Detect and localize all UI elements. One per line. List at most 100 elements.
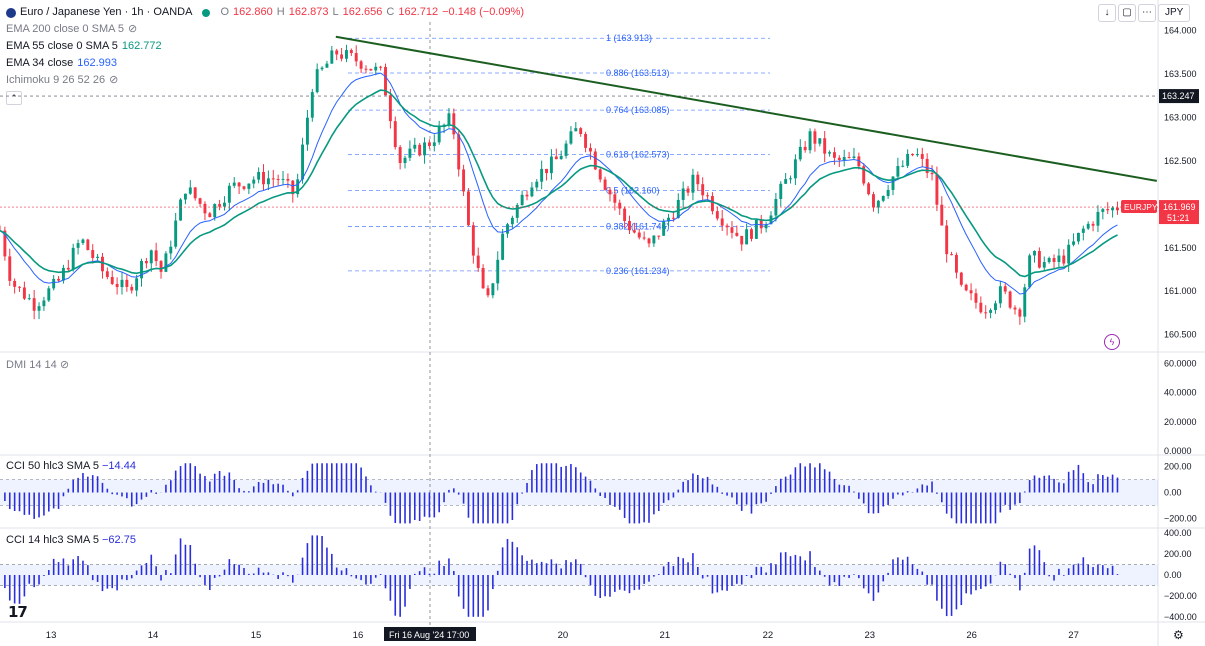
candle-body [1081, 228, 1085, 233]
ema34-row[interactable]: EMA 34 close 162.993 [6, 55, 524, 72]
candle-body [989, 310, 993, 313]
eye-hidden-icon[interactable]: ⊘ [109, 74, 119, 86]
candle-body [671, 217, 675, 219]
eye-hidden-icon[interactable]: ⊘ [128, 23, 138, 35]
candle-body [862, 166, 866, 184]
cci14-axis-tick: −200.00 [1164, 591, 1197, 601]
candle-body [925, 158, 929, 174]
dmi-pane-label[interactable]: DMI 14 14 ⊘ [6, 358, 69, 371]
price-axis-tick: 164.000 [1164, 26, 1197, 36]
cci50-axis-tick: 0.00 [1164, 488, 1182, 498]
candle-body [506, 224, 509, 234]
dmi-axis-tick: 0.0000 [1164, 446, 1192, 456]
candle-body [1033, 251, 1036, 256]
candle-body [462, 169, 466, 192]
candle-body [803, 146, 807, 151]
candle-body [1003, 286, 1007, 292]
candle-body [759, 219, 763, 229]
cci14-band [0, 564, 1158, 586]
candle-body [481, 267, 485, 289]
candle-body [296, 179, 300, 195]
candle-body [432, 142, 436, 146]
candle-body [852, 156, 856, 159]
cci50-pane-label[interactable]: CCI 50 hlc3 SMA 5 −14.44 [6, 460, 136, 472]
settings-gear-icon[interactable]: ⚙ [1173, 628, 1184, 642]
tradingview-logo[interactable]: 𝟭𝟳 [8, 604, 28, 621]
candle-body [886, 189, 890, 196]
candle-body [940, 204, 944, 226]
maximize-icon[interactable]: ▢ [1118, 4, 1136, 22]
candle-body [530, 187, 534, 197]
ema55-line [0, 89, 1118, 278]
candle-body [1008, 291, 1012, 308]
chart-legend: Euro / Japanese Yen · 1h · OANDA O 162.86… [6, 4, 524, 106]
symbol-row: Euro / Japanese Yen · 1h · OANDA O 162.86… [6, 4, 524, 21]
eye-hidden-icon[interactable]: ⊘ [59, 359, 70, 371]
candle-body [901, 165, 905, 167]
candle-body [579, 128, 583, 135]
price-change: −0.148 (−0.09%) [442, 6, 525, 18]
fib-level-label: 0.382 (161.746) [606, 221, 670, 231]
lightning-icon[interactable]: ϟ [1104, 334, 1120, 350]
candle-body [994, 303, 997, 311]
candle-body [130, 286, 134, 291]
ema55-row[interactable]: EMA 55 close 0 SMA 5 162.772 [6, 38, 524, 55]
fib-level-label: 1 (163.913) [606, 33, 652, 43]
candle-body [584, 134, 588, 148]
candle-body [120, 279, 124, 288]
candle-body [1057, 255, 1061, 262]
candle-body [1042, 262, 1046, 268]
price-axis-tick: 163.500 [1164, 69, 1197, 79]
candle-body [369, 68, 373, 71]
candle-body [657, 235, 661, 237]
candle-body [950, 254, 954, 256]
ohlc-low: 162.656 [342, 6, 383, 18]
time-axis-tick: 16 [353, 630, 364, 641]
price-axis-tick: 162.500 [1164, 156, 1197, 166]
candle-body [188, 187, 192, 194]
crosshair-time-label: Fri 16 Aug '24 17:00 [389, 630, 469, 640]
candle-body [1101, 209, 1105, 212]
candle-body [305, 117, 309, 145]
candle-body [379, 66, 383, 68]
cci14-pane-label[interactable]: CCI 14 hlc3 SMA 5 −62.75 [6, 534, 136, 546]
candle-body [564, 143, 568, 156]
symbol-title[interactable]: Euro / Japanese Yen · 1h · OANDA [20, 6, 193, 18]
candle-body [647, 238, 651, 244]
candle-body [1062, 255, 1066, 264]
candle-body [242, 186, 246, 189]
candle-body [598, 169, 602, 180]
candle-body [691, 174, 695, 193]
candle-body [213, 204, 217, 218]
candle-body [193, 187, 197, 199]
collapse-legend-row[interactable]: ⌃ [6, 89, 524, 106]
candle-body [398, 147, 402, 163]
symbol-flag-icon [6, 7, 16, 18]
currency-button[interactable]: JPY [1158, 4, 1191, 22]
candle-body [198, 198, 202, 204]
ema200-row[interactable]: EMA 200 close 0 SMA 5 ⊘ [6, 21, 524, 38]
scroll-down-icon[interactable]: ↓ [1098, 4, 1116, 22]
ichimoku-row[interactable]: Ichimoku 9 26 52 26 ⊘ [6, 72, 524, 89]
ohlc-close-label: C [386, 6, 395, 18]
candle-body [66, 267, 70, 270]
candle-body [3, 230, 7, 257]
fib-level-label: 0.618 (162.573) [606, 150, 670, 160]
cci14-value: −62.75 [102, 534, 136, 546]
candle-body [549, 156, 553, 174]
candle-body [847, 157, 851, 159]
candle-body [813, 131, 817, 144]
ohlc-high-label: H [276, 6, 285, 18]
candle-body [135, 278, 139, 291]
candle-body [471, 225, 475, 256]
candle-body [701, 184, 705, 196]
more-options-icon[interactable]: ⋯ [1138, 4, 1156, 22]
candle-body [476, 255, 480, 268]
candle-body [47, 288, 51, 301]
candle-body [237, 182, 241, 187]
candle-body [706, 195, 710, 197]
candle-body [1013, 307, 1017, 310]
ema55-value: 162.772 [121, 40, 162, 52]
collapse-legend-icon[interactable]: ⌃ [6, 90, 22, 105]
